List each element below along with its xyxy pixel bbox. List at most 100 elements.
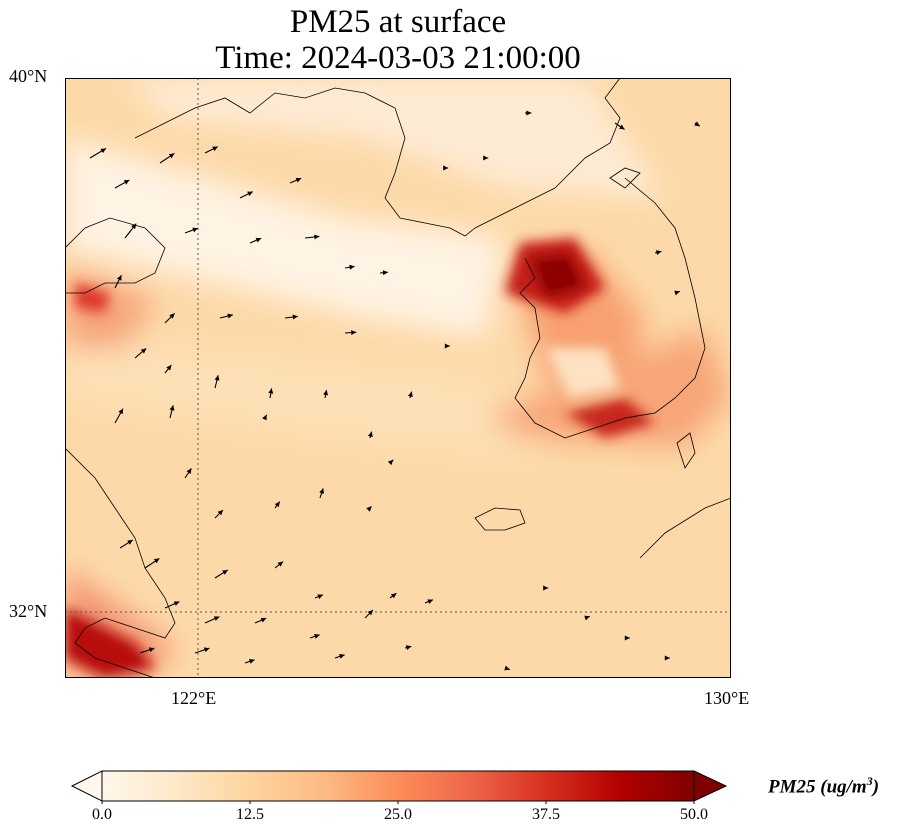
wind-arrow-head	[619, 124, 625, 130]
mid-band	[65, 338, 545, 458]
wind-arrow-head	[277, 561, 283, 567]
wind-arrow-head	[317, 594, 323, 599]
inland-clean-patch	[545, 348, 620, 398]
wind-arrow-head	[169, 405, 175, 411]
wind-arrow-head	[118, 408, 123, 415]
wind-arrow-head	[382, 270, 388, 276]
wind-arrow-head	[262, 414, 267, 421]
wind-arrow-head	[268, 388, 274, 394]
wind-arrow-head	[694, 121, 700, 127]
clean-air-band-top	[125, 78, 665, 198]
china-east-coast	[65, 447, 176, 678]
colorbar-tick-25: 25.0	[384, 806, 412, 823]
wind-arrow-head	[444, 343, 450, 349]
wind-arrow-head	[100, 148, 106, 154]
wind-arrow-head	[192, 227, 198, 233]
wind-arrow-head	[214, 375, 220, 381]
wind-arrow-head	[153, 558, 160, 564]
wind-arrow-head	[543, 585, 549, 591]
wind-arrow-head	[427, 599, 433, 604]
wind-arrow-head	[367, 431, 373, 438]
wind-vectors	[89, 110, 701, 671]
wind-arrow-head	[116, 275, 122, 281]
tsushima-island	[676, 432, 696, 469]
wind-arrow-head	[222, 570, 228, 575]
colorbar-tick-0: 0.0	[92, 806, 112, 823]
wind-arrow-head	[255, 237, 262, 243]
map-frame	[65, 78, 731, 678]
wind-arrow-head	[169, 313, 175, 319]
gridlines	[65, 78, 731, 678]
wind-arrow-head	[203, 647, 210, 653]
colorbar-extend-max	[693, 770, 728, 802]
lon-tick-122e: 122°E	[171, 688, 217, 708]
wind-arrow-head	[349, 264, 355, 270]
busan-hotspot	[565, 398, 655, 438]
korean-peninsula-coast	[514, 177, 706, 439]
wind-arrow-head	[584, 615, 590, 621]
seoul-core	[530, 253, 585, 298]
map-time-subtitle: Time: 2024-03-03 21:00:00	[215, 40, 581, 76]
kyushu-coast	[639, 497, 731, 559]
colorbar-tick-37-5: 37.5	[532, 806, 560, 823]
wind-arrow-head	[213, 616, 220, 621]
wind-arrow-head	[624, 635, 630, 641]
shandong-coast	[65, 217, 166, 294]
shanghai-hotspot	[65, 608, 155, 678]
map-title: PM25 at surface	[289, 4, 507, 40]
wind-arrow-head	[655, 250, 662, 256]
wind-arrow-head	[140, 348, 147, 354]
colorbar-ticks	[101, 801, 695, 804]
wind-arrow-head	[186, 468, 192, 474]
wind-arrow-head	[367, 610, 373, 616]
lat-tick-32n: 32°N	[9, 601, 48, 621]
wind-arrow-head	[339, 654, 345, 659]
dmz-line	[609, 167, 641, 189]
wind-arrow-head	[168, 153, 175, 159]
wind-arrow-head	[504, 665, 510, 671]
liaodong-coast	[134, 87, 556, 237]
wind-arrow-head	[227, 313, 233, 319]
wind-arrow-head	[314, 634, 320, 639]
colorbar-label: PM25 (ug/m3)	[768, 774, 880, 798]
wind-arrow-head	[260, 617, 267, 623]
wind-arrow-head	[292, 314, 298, 320]
wind-arrow-head	[674, 290, 680, 296]
wind-arrow-head	[173, 601, 180, 606]
wind-arrow-head	[314, 234, 320, 240]
clean-air-band-north	[65, 138, 505, 338]
concentration-field	[65, 78, 731, 678]
wind-arrow-head	[123, 180, 130, 185]
pm25-map	[65, 78, 731, 678]
wind-arrow-head	[351, 330, 357, 336]
wind-arrow-head	[295, 177, 302, 183]
wind-arrow-head	[274, 501, 280, 508]
wind-arrow-head	[526, 110, 532, 116]
wind-arrow-head	[443, 165, 449, 171]
wind-arrow-head	[664, 655, 670, 661]
wind-arrow-head	[131, 223, 137, 230]
colorbar-gradient	[101, 770, 695, 802]
wind-arrow-head	[323, 390, 329, 396]
wind-arrow-head	[249, 659, 255, 664]
wind-arrow-head	[405, 645, 412, 651]
wind-arrow-head	[387, 459, 394, 466]
wind-arrow-head	[366, 506, 372, 512]
wind-arrow-head	[127, 540, 133, 545]
shandong-core	[75, 283, 110, 313]
colorbar-extend-min	[70, 770, 103, 802]
north-korea-east-coast	[554, 78, 621, 189]
wind-arrow-head	[407, 391, 413, 398]
wind-arrow-head	[319, 488, 324, 494]
jeju-island	[474, 507, 526, 531]
wind-arrow-head	[247, 191, 253, 197]
lat-tick-40n: 40°N	[9, 66, 48, 86]
wind-arrow-head	[483, 155, 489, 161]
coastlines	[65, 78, 731, 678]
lon-tick-130e: 130°E	[704, 688, 750, 708]
wind-arrow-head	[166, 365, 172, 371]
wind-arrow-head	[217, 510, 223, 516]
wind-arrow-head	[390, 593, 397, 599]
wind-arrow-head	[212, 146, 218, 152]
colorbar-tick-50: 50.0	[680, 806, 708, 823]
